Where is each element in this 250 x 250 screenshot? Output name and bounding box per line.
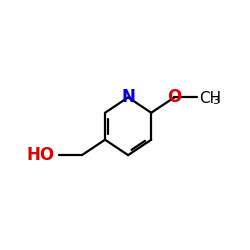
Text: HO: HO — [27, 146, 55, 164]
Text: 3: 3 — [212, 96, 219, 106]
Text: CH: CH — [199, 91, 222, 106]
Text: N: N — [121, 88, 135, 106]
Text: O: O — [167, 88, 182, 106]
